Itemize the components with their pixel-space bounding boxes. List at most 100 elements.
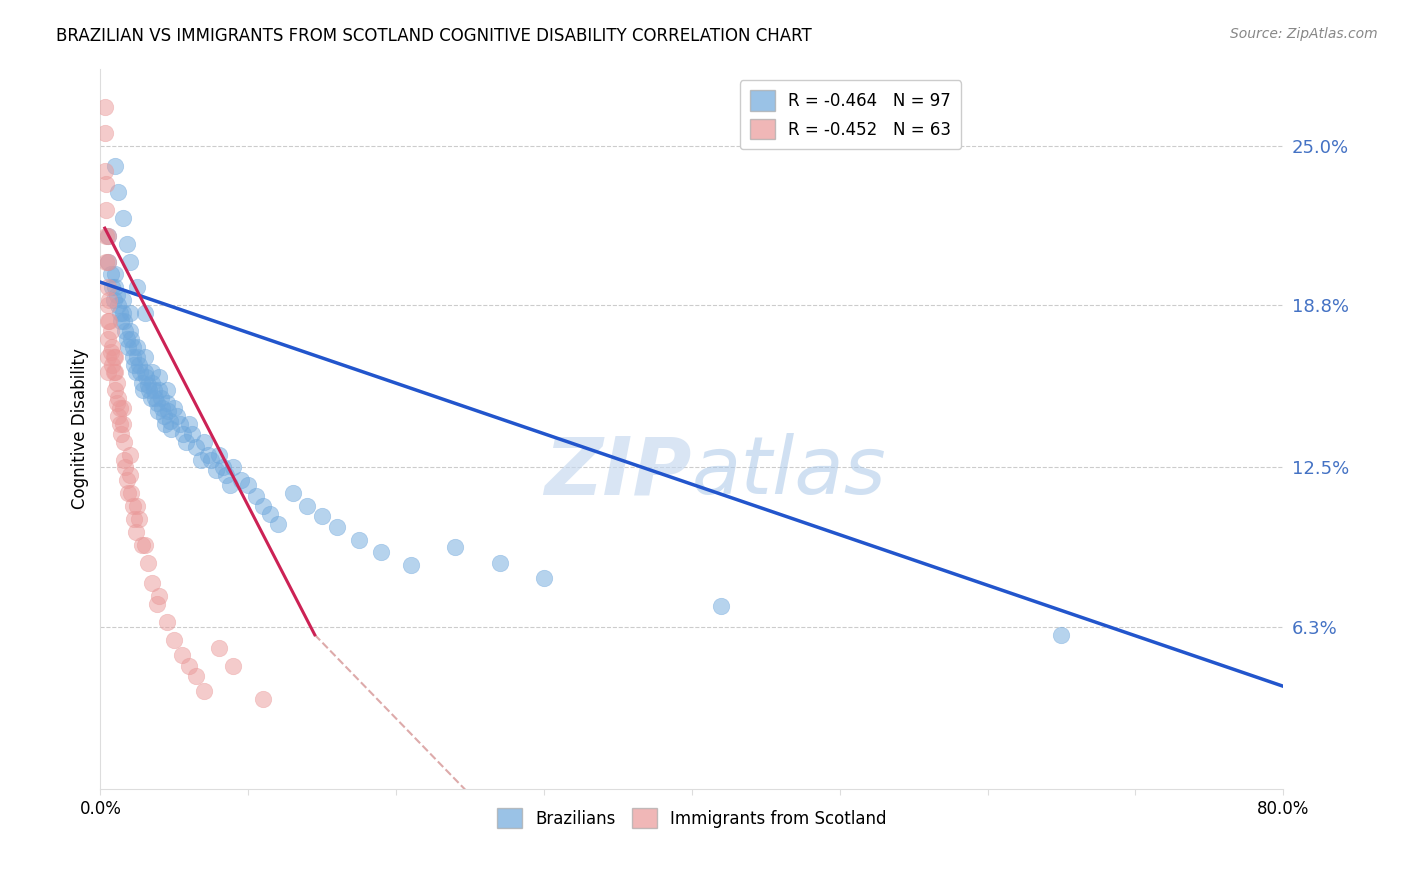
Point [141,376,163,390]
Point [111,401,134,416]
Point [103,350,125,364]
Point [136,556,159,570]
Point [103,365,125,379]
Point [118,468,141,483]
Point [1050,628,1073,642]
Point [108,306,131,320]
Point [488,556,510,570]
Point [139,391,162,405]
Point [124,358,146,372]
Point [114,460,136,475]
Point [134,365,156,379]
Text: BRAZILIAN VS IMMIGRANTS FROM SCOTLAND COGNITIVE DISABILITY CORRELATION CHART: BRAZILIAN VS IMMIGRANTS FROM SCOTLAND CO… [56,27,813,45]
Point [190,452,212,467]
Point [127,499,149,513]
Point [326,519,349,533]
Point [111,211,134,225]
Point [229,474,252,488]
Point [219,478,242,492]
Point [115,332,138,346]
Point [120,332,142,346]
Point [138,384,160,398]
Point [177,417,200,431]
Point [97,350,120,364]
Point [97,298,120,312]
Point [124,512,146,526]
Point [174,434,197,449]
Point [112,434,135,449]
Point [125,365,148,379]
Point [710,599,733,614]
Point [267,517,290,532]
Point [100,324,122,338]
Point [186,440,208,454]
Point [193,684,215,698]
Point [146,404,169,418]
Point [163,632,186,647]
Point [120,486,142,500]
Point [97,254,120,268]
Point [169,417,191,431]
Point [142,384,165,398]
Point [122,339,145,353]
Point [112,452,135,467]
Point [129,365,152,379]
Point [108,417,131,431]
Point [97,365,120,379]
Point [127,280,149,294]
Point [297,499,319,513]
Point [101,358,124,372]
Point [104,384,127,398]
Text: Source: ZipAtlas.com: Source: ZipAtlas.com [1230,27,1378,41]
Point [128,358,150,372]
Point [155,417,177,431]
Point [107,298,129,312]
Y-axis label: Cognitive Disability: Cognitive Disability [72,349,89,509]
Point [131,538,153,552]
Point [105,376,128,390]
Point [148,370,170,384]
Point [347,533,370,547]
Point [259,507,281,521]
Point [134,350,156,364]
Point [104,268,127,282]
Point [94,164,117,178]
Point [108,401,131,416]
Point [141,365,163,379]
Point [101,280,124,294]
Point [145,396,167,410]
Point [118,324,141,338]
Point [97,228,120,243]
Text: ZIP: ZIP [544,434,692,511]
Point [96,228,118,243]
Point [148,384,170,398]
Point [118,448,141,462]
Point [200,452,222,467]
Point [163,401,186,416]
Point [104,365,127,379]
Point [252,692,274,706]
Point [208,640,231,655]
Point [166,409,188,423]
Point [153,409,176,423]
Point [143,391,166,405]
Point [204,463,226,477]
Point [252,499,274,513]
Point [111,417,134,431]
Point [135,370,157,384]
Point [197,448,219,462]
Point [370,545,392,559]
Point [122,350,145,364]
Point [533,571,555,585]
Point [134,538,156,552]
Point [131,376,153,390]
Point [96,203,118,218]
Point [107,391,129,405]
Point [94,100,117,114]
Point [118,306,141,320]
Point [105,288,128,302]
Point [156,615,179,629]
Point [98,293,121,308]
Point [97,314,120,328]
Point [208,448,231,462]
